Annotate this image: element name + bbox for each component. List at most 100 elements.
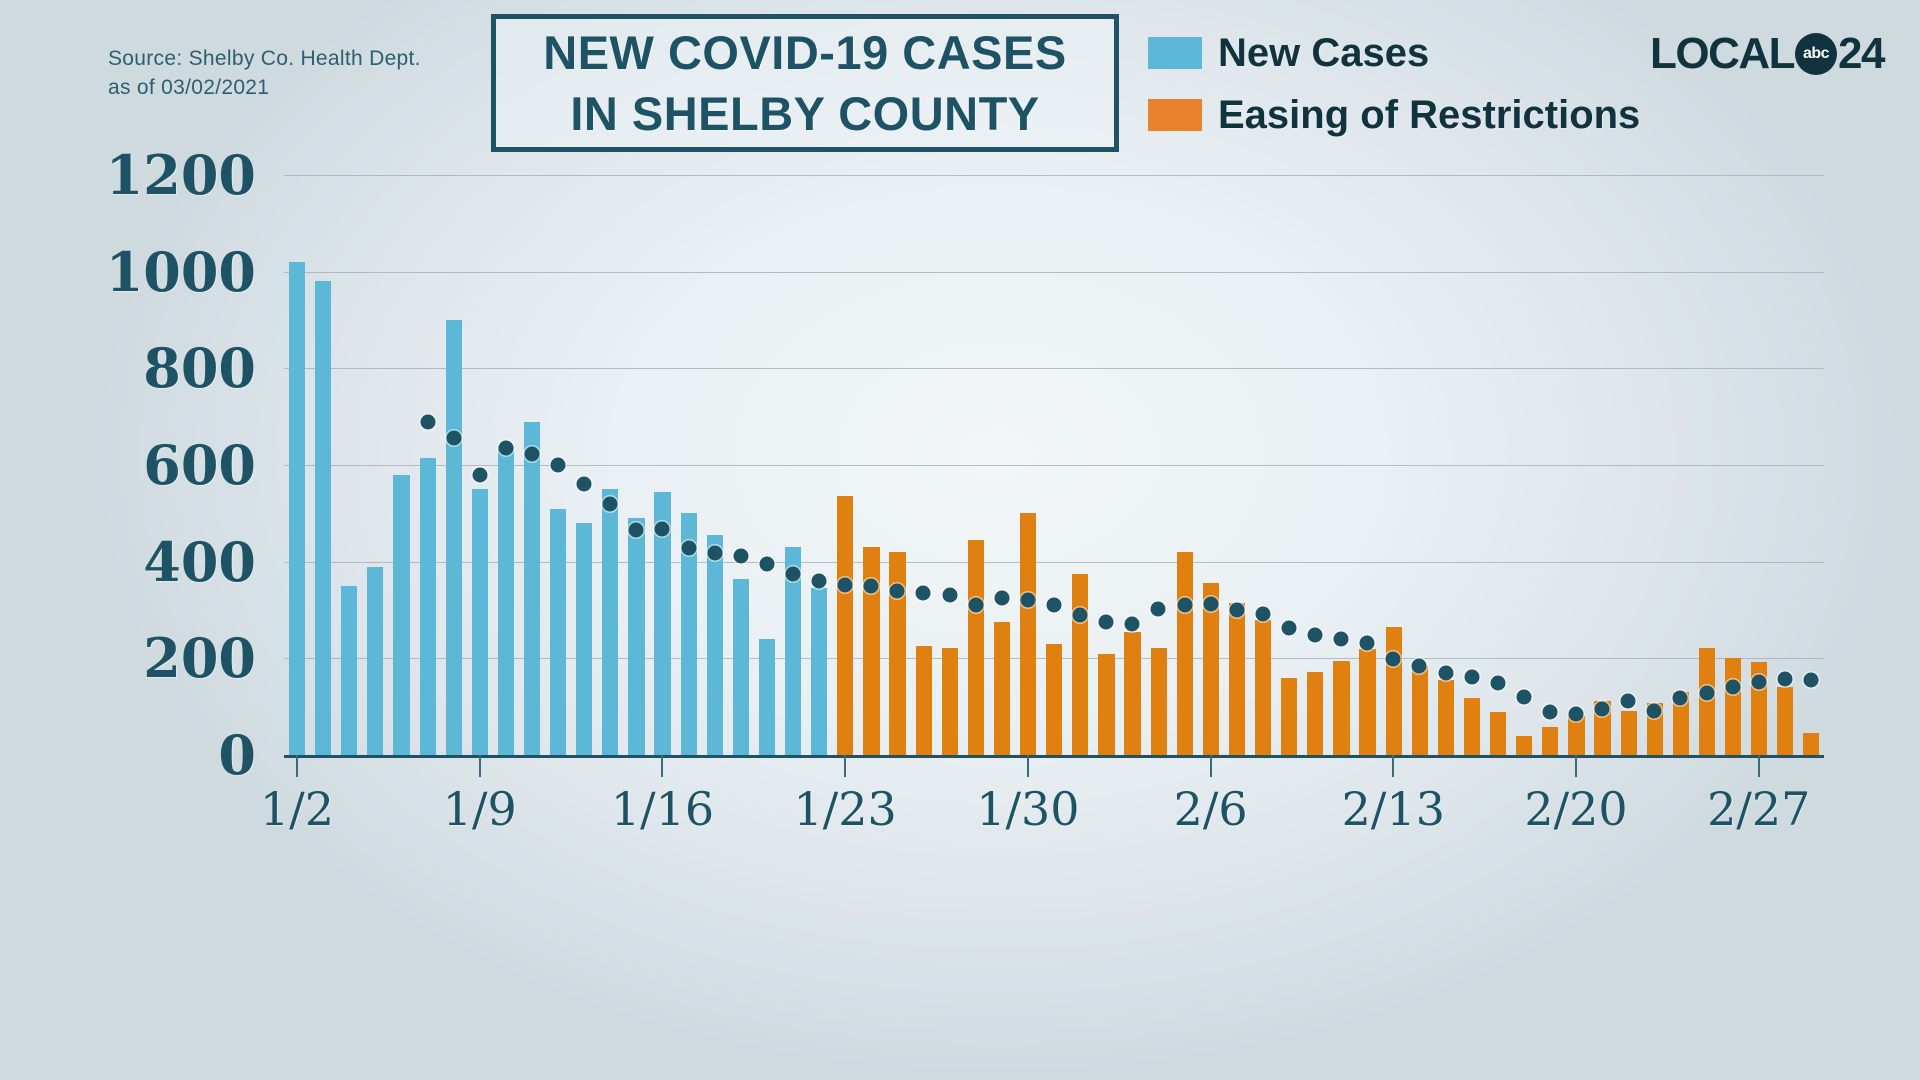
gridline-1200: [284, 175, 1824, 176]
plot-area: [284, 175, 1824, 758]
bar-new-cases: [419, 457, 436, 755]
bar-easing-of-restrictions: [1568, 716, 1585, 755]
gridline-600: [284, 465, 1824, 466]
bar-slot: [1772, 175, 1798, 755]
chart-title-line-2: IN SHELBY COUNTY: [570, 87, 1040, 140]
bar-new-cases: [654, 491, 671, 755]
bar-slot: [1746, 175, 1772, 755]
bar-series-group: [284, 175, 1824, 755]
y-tick-label-400: 400: [143, 529, 256, 594]
bar-slot: [1485, 175, 1511, 755]
x-tick-mark: [1026, 755, 1029, 777]
x-tick-mark: [478, 755, 481, 777]
bar-new-cases: [785, 547, 802, 755]
bar-easing-of-restrictions: [967, 539, 984, 755]
bar-slot: [519, 175, 545, 755]
x-tick-label-2-27: 2/27: [1707, 782, 1811, 836]
bar-slot: [571, 175, 597, 755]
bar-new-cases: [445, 320, 462, 755]
bar-slot: [1354, 175, 1380, 755]
bar-easing-of-restrictions: [1698, 647, 1716, 755]
bar-easing-of-restrictions: [837, 496, 854, 755]
legend-item-0: New Cases: [1148, 22, 1640, 84]
bar-slot: [650, 175, 676, 755]
source-note: Source: Shelby Co. Health Dept. as of 03…: [108, 47, 421, 99]
bar-easing-of-restrictions: [1751, 662, 1768, 755]
x-axis-ticks: [284, 755, 1824, 781]
bar-new-cases: [811, 588, 828, 755]
bar-new-cases: [341, 585, 358, 755]
bar-new-cases: [706, 535, 723, 755]
bar-slot: [1433, 175, 1459, 755]
bar-easing-of-restrictions: [1516, 735, 1533, 755]
legend-swatch-icon: [1148, 37, 1202, 69]
bar-easing-of-restrictions: [1046, 643, 1063, 755]
bar-easing-of-restrictions: [1072, 573, 1089, 755]
bar-easing-of-restrictions: [993, 622, 1011, 755]
bar-easing-of-restrictions: [1803, 733, 1820, 755]
bar-slot: [832, 175, 858, 755]
chart-title-box: NEW COVID-19 CASES IN SHELBY COUNTY: [491, 14, 1119, 152]
bar-easing-of-restrictions: [915, 646, 932, 755]
bar-slot: [1668, 175, 1694, 755]
x-tick-mark: [844, 755, 847, 777]
legend-label: Easing of Restrictions: [1218, 92, 1641, 137]
bar-easing-of-restrictions: [863, 547, 880, 755]
bar-new-cases: [550, 508, 567, 755]
x-tick-label-1-16: 1/16: [610, 782, 715, 836]
bar-slot: [493, 175, 519, 755]
abc-circle-icon: abc: [1795, 33, 1838, 75]
y-tick-label-200: 200: [143, 626, 256, 691]
bar-slot: [1616, 175, 1642, 755]
bar-slot: [963, 175, 989, 755]
bar-slot: [284, 175, 310, 755]
bar-slot: [911, 175, 937, 755]
bar-easing-of-restrictions: [1098, 653, 1115, 755]
bar-easing-of-restrictions: [1646, 702, 1663, 755]
x-tick-mark: [296, 755, 299, 777]
bar-easing-of-restrictions: [1542, 726, 1559, 755]
bar-slot: [362, 175, 388, 755]
bar-new-cases: [497, 445, 515, 755]
x-tick-label-1-30: 1/30: [976, 782, 1080, 836]
bar-new-cases: [393, 474, 410, 755]
bar-slot: [415, 175, 441, 755]
bar-slot: [937, 175, 963, 755]
gridline-1000: [284, 271, 1824, 273]
bar-new-cases: [758, 639, 776, 755]
y-tick-label-0: 0: [218, 723, 256, 787]
bar-slot: [310, 175, 336, 755]
bar-easing-of-restrictions: [1307, 671, 1324, 755]
bar-easing-of-restrictions: [1150, 647, 1167, 755]
y-tick-label-1200: 1200: [105, 143, 256, 207]
chart-title-line-1: NEW COVID-19 CASES: [543, 26, 1067, 79]
bar-new-cases: [315, 281, 332, 755]
x-axis-labels: 1/2 1/9 1/16 1/23 1/30 2/6 2/13 2/20 2/27: [260, 782, 1824, 842]
x-tick-mark: [1757, 755, 1760, 777]
network-logo: LOCAL abc 24: [1650, 28, 1885, 80]
bar-new-cases: [628, 518, 645, 755]
bar-easing-of-restrictions: [1437, 680, 1454, 755]
bar-slot: [388, 175, 414, 755]
bar-easing-of-restrictions: [1281, 677, 1298, 755]
bar-slot: [702, 175, 728, 755]
bar-easing-of-restrictions: [1333, 660, 1350, 755]
bar-slot: [1093, 175, 1119, 755]
bar-slot: [1015, 175, 1041, 755]
bar-easing-of-restrictions: [1255, 619, 1272, 755]
bar-slot: [676, 175, 702, 755]
x-tick-mark: [1392, 755, 1395, 777]
bar-slot: [441, 175, 467, 755]
bar-slot: [1224, 175, 1250, 755]
axis-baseline: [284, 755, 1824, 758]
bar-slot: [1328, 175, 1354, 755]
bar-slot: [467, 175, 493, 755]
bar-slot: [1198, 175, 1224, 755]
bar-slot: [989, 175, 1015, 755]
bar-easing-of-restrictions: [1020, 513, 1037, 755]
bar-easing-of-restrictions: [1124, 631, 1141, 755]
bar-slot: [1694, 175, 1720, 755]
bar-slot: [1041, 175, 1067, 755]
y-tick-label-800: 800: [143, 336, 256, 401]
bar-slot: [1381, 175, 1407, 755]
